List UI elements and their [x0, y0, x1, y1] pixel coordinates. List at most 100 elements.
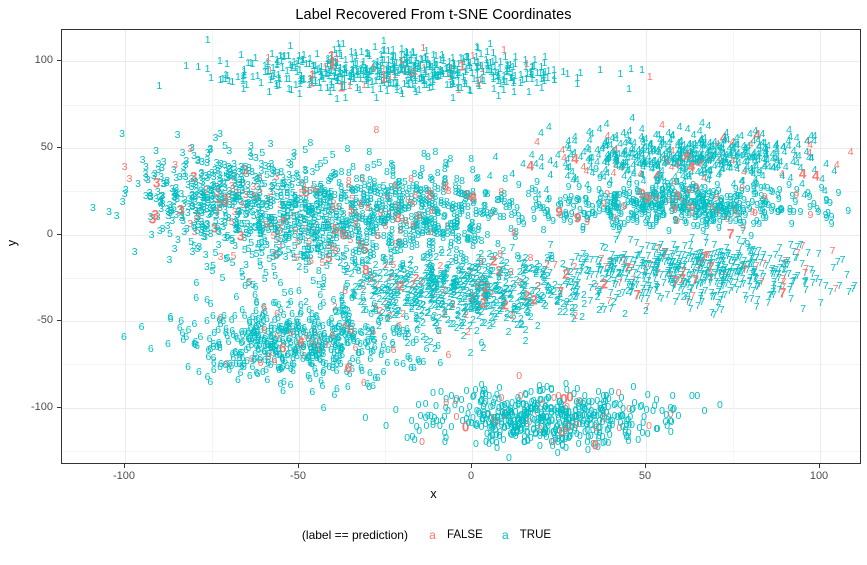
scatter-point: 9 — [748, 231, 754, 242]
scatter-point: 5 — [316, 279, 322, 290]
scatter-point: 6 — [479, 337, 485, 348]
scatter-point: 1 — [341, 82, 347, 93]
scatter-point: 1 — [523, 62, 529, 73]
scatter-point: 5 — [318, 159, 324, 170]
scatter-point: 0 — [433, 400, 439, 411]
scatter-point: 1 — [371, 62, 377, 73]
scatter-point: 1 — [381, 63, 387, 74]
scatter-point: 1 — [467, 84, 473, 95]
scatter-point: 1 — [280, 63, 286, 74]
scatter-point: 1 — [183, 61, 189, 72]
scatter-point: 1 — [391, 78, 397, 89]
scatter-point: 7 — [844, 270, 850, 281]
scatter-point: 1 — [431, 49, 437, 60]
scatter-point: 1 — [483, 55, 489, 66]
scatter-point: 1 — [410, 80, 416, 91]
scatter-point: 1 — [541, 58, 547, 69]
scatter-point: 1 — [431, 75, 437, 86]
scatter-point: 3 — [158, 203, 164, 214]
scatter-point: 1 — [538, 62, 544, 73]
scatter-point: 1 — [484, 65, 490, 76]
scatter-point: 4 — [799, 179, 805, 190]
scatter-point: 1 — [369, 77, 375, 88]
scatter-point: 1 — [347, 77, 353, 88]
scatter-point: 3 — [175, 235, 181, 246]
scatter-point: 9 — [756, 218, 762, 229]
scatter-point: 2 — [535, 281, 541, 292]
scatter-point: 1 — [341, 75, 347, 86]
scatter-point: 1 — [377, 61, 383, 72]
scatter-point: 1 — [392, 69, 398, 80]
scatter-point: 1 — [464, 65, 470, 76]
scatter-point: 1 — [478, 49, 484, 60]
scatter-point: 9 — [576, 182, 582, 193]
scatter-point: 5 — [222, 141, 228, 152]
scatter-point: 2 — [507, 290, 513, 301]
scatter-point: 1 — [447, 72, 453, 83]
scatter-point: 1 — [532, 55, 538, 66]
gridline — [62, 191, 860, 192]
scatter-point: 9 — [728, 200, 734, 211]
scatter-point: 2 — [441, 275, 447, 286]
scatter-point: 1 — [361, 56, 367, 67]
scatter-point: 1 — [447, 65, 453, 76]
scatter-point: 1 — [465, 58, 471, 69]
scatter-point: 4 — [776, 160, 782, 171]
scatter-point: 1 — [229, 77, 235, 88]
scatter-point: 1 — [497, 64, 503, 75]
scatter-point: 1 — [423, 60, 429, 71]
scatter-point: 1 — [408, 50, 414, 61]
scatter-point: 1 — [434, 59, 440, 70]
scatter-point: 7 — [599, 253, 605, 264]
gridline — [472, 30, 473, 463]
scatter-point: 1 — [267, 66, 273, 77]
scatter-point: 1 — [446, 63, 452, 74]
scatter-point: 0 — [596, 387, 602, 398]
scatter-point: 6 — [180, 335, 186, 346]
scatter-point: 4 — [706, 142, 712, 153]
scatter-point: 9 — [644, 191, 652, 205]
scatter-point: 6 — [288, 328, 294, 339]
scatter-point: 1 — [417, 60, 423, 71]
scatter-point: 0 — [448, 390, 454, 401]
scatter-point: 5 — [229, 234, 235, 245]
scatter-point: 1 — [386, 75, 392, 86]
scatter-point: 1 — [358, 74, 364, 85]
gridline — [62, 278, 860, 279]
scatter-point: 4 — [546, 121, 552, 132]
scatter-point: 7 — [816, 249, 822, 260]
scatter-point: 1 — [421, 76, 427, 87]
scatter-point: 1 — [617, 69, 623, 80]
scatter-point: 1 — [355, 67, 361, 78]
scatter-point: 3 — [291, 152, 297, 163]
scatter-point: 0 — [519, 425, 525, 436]
scatter-point: 1 — [411, 61, 417, 72]
scatter-point: 0 — [479, 413, 485, 424]
scatter-point: 1 — [205, 64, 211, 75]
scatter-point: 1 — [468, 62, 474, 73]
scatter-point: 1 — [340, 38, 346, 49]
scatter-point: 2 — [480, 297, 488, 311]
scatter-point: 6 — [320, 320, 326, 331]
scatter-point: 6 — [148, 344, 154, 355]
scatter-point: 9 — [546, 193, 552, 204]
scatter-point: 1 — [534, 78, 540, 89]
scatter-point: 1 — [364, 47, 370, 58]
scatter-point: 5 — [243, 228, 249, 239]
scatter-point: 1 — [328, 80, 334, 91]
gridline — [62, 105, 860, 106]
scatter-point: 1 — [401, 49, 407, 60]
scatter-point: 7 — [759, 276, 765, 287]
scatter-point: 4 — [705, 120, 711, 131]
scatter-point: 9 — [531, 205, 537, 216]
scatter-point: 7 — [632, 255, 638, 266]
scatter-point: 1 — [385, 78, 391, 89]
scatter-point: 1 — [431, 57, 437, 68]
scatter-point: 0 — [671, 403, 677, 414]
scatter-point: 6 — [394, 324, 400, 335]
scatter-point: 0 — [492, 421, 498, 432]
scatter-point: 1 — [250, 58, 256, 69]
scatter-point: 1 — [424, 80, 430, 91]
scatter-point: 6 — [265, 357, 271, 368]
scatter-point: 2 — [460, 284, 466, 295]
